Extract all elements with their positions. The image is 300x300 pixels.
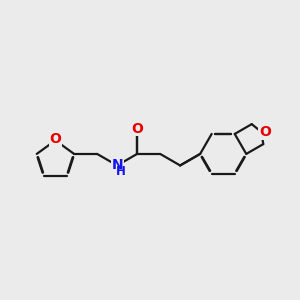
Text: O: O	[50, 132, 61, 146]
Text: H: H	[116, 165, 126, 178]
Text: O: O	[259, 125, 271, 139]
Text: O: O	[131, 122, 143, 136]
Text: N: N	[111, 158, 123, 172]
